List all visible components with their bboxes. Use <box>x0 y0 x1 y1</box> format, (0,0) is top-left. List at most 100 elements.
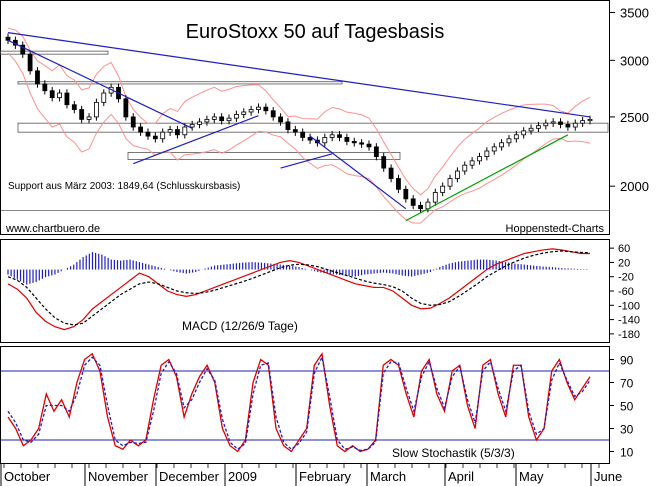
trendline <box>405 134 569 222</box>
candle-body <box>580 120 586 124</box>
candle-body <box>381 156 387 169</box>
candle-body <box>167 129 173 133</box>
trendline <box>7 32 591 118</box>
price-panel <box>0 27 609 224</box>
x-month-label: February <box>299 469 352 484</box>
candle-body <box>337 134 342 138</box>
candle-body <box>477 156 482 162</box>
candle-body <box>241 111 247 115</box>
candle-body <box>462 164 468 172</box>
candle-body <box>197 121 202 125</box>
candle-body <box>432 192 438 203</box>
candle-body <box>42 83 48 92</box>
candle-body <box>499 142 504 148</box>
candle-body <box>558 121 563 125</box>
candle-body <box>160 131 166 140</box>
candle-body <box>536 125 541 129</box>
x-month-label: April <box>448 469 474 484</box>
candle-body <box>565 124 571 128</box>
candle-body <box>226 117 232 122</box>
candle-body <box>403 188 409 200</box>
candle-body <box>572 122 578 128</box>
candle-body <box>101 92 107 103</box>
candle-body <box>550 121 556 124</box>
trendline <box>133 115 259 165</box>
candle-body <box>94 101 99 118</box>
candle-body <box>79 109 85 120</box>
candle-body <box>278 116 283 123</box>
bollinger-upper <box>7 27 591 196</box>
x-month-label: 2009 <box>228 469 257 484</box>
stoch-y-tick-label: 90 <box>620 354 634 368</box>
x-month-label: June <box>594 469 622 484</box>
candle-body <box>344 137 350 142</box>
support-note: Support aus März 2003: 1849,64 (Schlussk… <box>8 181 240 192</box>
candle-body <box>388 167 394 179</box>
macd-line <box>7 248 590 331</box>
macd-y-tick-label: -20 <box>618 272 634 284</box>
candle-body <box>506 138 512 144</box>
candle-body <box>49 90 55 99</box>
stoch-d-line <box>7 355 591 452</box>
candle-body <box>138 126 144 133</box>
candle-body <box>270 110 276 118</box>
candle-body <box>373 146 379 157</box>
macd-y-tick-label: 20 <box>618 257 630 269</box>
candle-body <box>86 116 92 120</box>
price-y-tick-label: 3000 <box>620 53 649 68</box>
candle-body <box>418 204 423 210</box>
candle-body <box>292 129 298 133</box>
x-month-label: November <box>88 469 149 484</box>
candle-body <box>145 131 151 137</box>
bollinger-lower <box>7 52 591 224</box>
candle-body <box>204 119 210 123</box>
candle-body <box>491 146 497 152</box>
price-y-tick-label: 2500 <box>620 110 649 125</box>
trendline <box>280 153 333 169</box>
candle-body <box>513 134 519 140</box>
price-y-tick-label: 2000 <box>620 179 649 194</box>
price-horizontal-box <box>0 50 109 55</box>
candle-body <box>396 178 401 190</box>
price-horizontal-box <box>17 122 609 133</box>
macd-y-tick-label: 60 <box>618 243 630 255</box>
candle-body <box>152 135 158 140</box>
candle-body <box>454 170 460 179</box>
macd-y-tick-label: -140 <box>618 315 640 327</box>
candle-body <box>5 36 11 41</box>
candle-body <box>256 106 261 110</box>
candle-body <box>521 130 527 136</box>
candle-body <box>219 116 225 122</box>
x-month-label: May <box>519 469 544 484</box>
stoch-y-tick-label: 50 <box>620 400 634 414</box>
stoch-y-tick-label: 10 <box>620 446 634 460</box>
candle-body <box>182 126 188 136</box>
stochastic-title: Slow Stochastik (5/3/3) <box>392 446 515 460</box>
candle-body <box>27 53 33 72</box>
stoch-y-tick-label: 30 <box>620 423 634 437</box>
trendline <box>7 39 193 129</box>
candle-body <box>248 109 254 113</box>
candle-body <box>322 137 328 144</box>
candle-body <box>20 44 26 55</box>
price-panel-frame <box>0 0 610 235</box>
candle-body <box>123 98 129 118</box>
candle-body <box>484 150 490 157</box>
candle-body <box>285 121 291 130</box>
x-month-label: December <box>159 469 220 484</box>
macd-y-tick-label: -60 <box>618 286 634 298</box>
stochastic-panel-frame <box>0 346 610 464</box>
stoch-k-line <box>7 351 591 453</box>
candle-body <box>359 142 365 145</box>
watermark-right: Hoppenstedt-Charts <box>506 223 605 235</box>
chart-title: EuroStoxx 50 auf Tagesbasis <box>186 21 445 43</box>
stoch-y-tick-label: 70 <box>620 377 634 391</box>
candle-body <box>263 106 269 112</box>
candle-body <box>351 141 357 144</box>
stochastic-panel <box>1 351 609 453</box>
candle-body <box>447 178 453 187</box>
candle-body <box>35 70 40 85</box>
macd-y-tick-label: -180 <box>618 329 640 341</box>
trendline <box>309 135 407 210</box>
